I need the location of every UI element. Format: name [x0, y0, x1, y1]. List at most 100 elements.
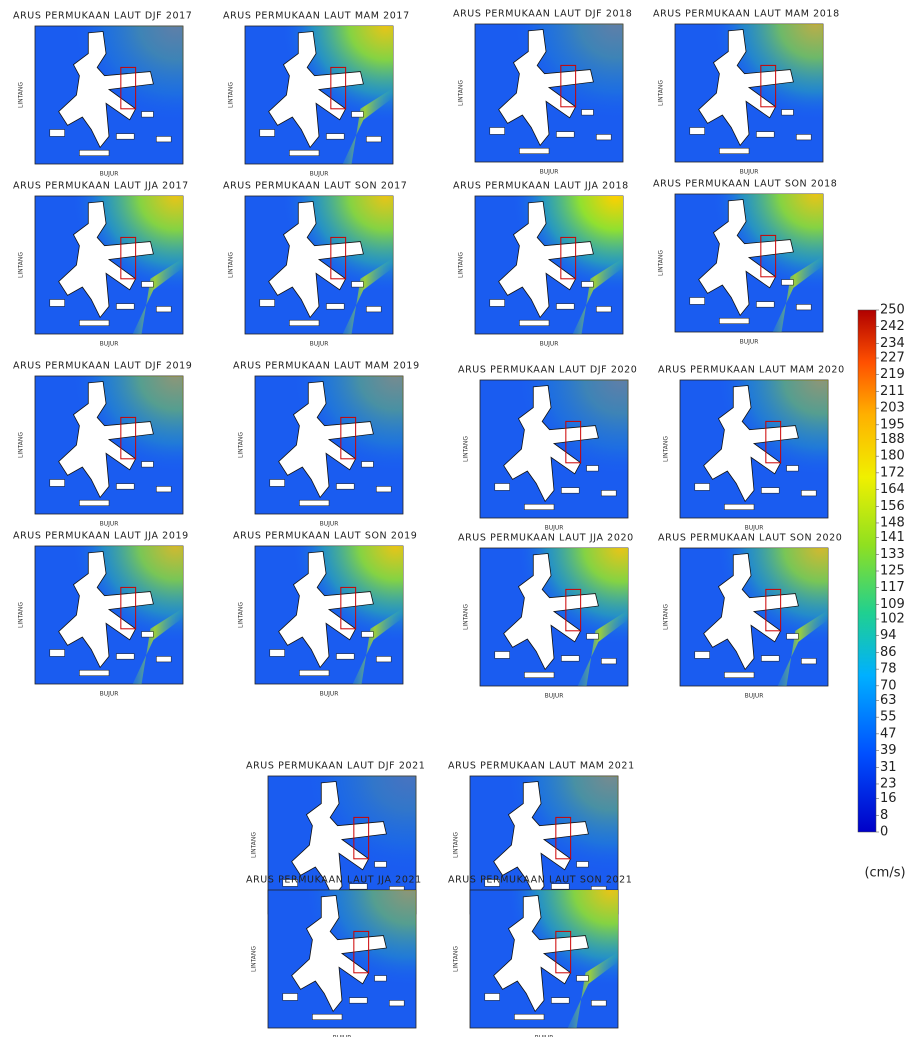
- y-axis-label: LINTANG: [463, 604, 470, 630]
- small-island: [761, 655, 780, 662]
- small-island: [494, 483, 510, 491]
- island: [278, 381, 374, 499]
- small-island: [141, 461, 154, 468]
- small-island: [761, 487, 780, 494]
- colorbar-label: 133: [880, 547, 905, 562]
- small-island: [586, 633, 599, 640]
- small-island: [781, 109, 794, 116]
- small-island: [756, 301, 775, 308]
- small-island: [524, 503, 555, 510]
- colorbar-label: 234: [880, 336, 905, 351]
- y-axis-label: LINTANG: [453, 946, 460, 972]
- panel-title: ARUS PERMUKAAN LAUT DJF 2018: [453, 9, 632, 20]
- small-island: [299, 499, 330, 506]
- colorbar-label: 86: [880, 645, 897, 660]
- x-axis-label: BUJUR: [745, 525, 764, 532]
- small-island: [489, 299, 505, 307]
- panel-title: ARUS PERMUKAAN LAUT SON 2021: [448, 875, 632, 886]
- map-panel: ARUS PERMUKAAN LAUT JJA 2019 LINTANG BUJUR: [13, 531, 189, 698]
- x-axis-label: BUJUR: [745, 693, 764, 700]
- island: [268, 201, 364, 319]
- x-axis-label: BUJUR: [100, 171, 119, 178]
- panel-title: ARUS PERMUKAAN LAUT JJA 2020: [458, 533, 634, 544]
- small-island: [289, 149, 320, 156]
- current-band: [766, 256, 823, 332]
- small-island: [576, 861, 589, 868]
- panel-title: ARUS PERMUKAAN LAUT SON 2018: [653, 179, 837, 190]
- study-area: [765, 588, 782, 632]
- small-island: [376, 486, 392, 493]
- study-area: [560, 64, 577, 108]
- small-island: [49, 129, 65, 137]
- y-axis-label: LINTANG: [463, 436, 470, 462]
- small-island: [374, 975, 387, 982]
- colorbar-label: 55: [880, 710, 897, 725]
- colorbar-label: 78: [880, 662, 897, 677]
- colorbar-label: 188: [880, 432, 905, 447]
- small-island: [351, 281, 364, 288]
- colorbar-label: 23: [880, 776, 897, 791]
- small-island: [351, 111, 364, 118]
- small-island: [269, 649, 285, 657]
- island: [291, 781, 387, 899]
- colorbar-label: 250: [880, 303, 905, 318]
- small-island: [349, 883, 368, 890]
- small-island: [689, 297, 705, 305]
- small-island: [156, 656, 172, 663]
- small-island: [724, 671, 755, 678]
- island: [58, 381, 154, 499]
- small-island: [581, 281, 594, 288]
- colorbar-label: 195: [880, 417, 905, 432]
- colorbar-label: 148: [880, 515, 905, 530]
- small-island: [312, 1013, 343, 1020]
- small-island: [374, 861, 387, 868]
- colorbar-label: 180: [880, 449, 905, 464]
- panel-title: ARUS PERMUKAAN LAUT DJF 2019: [13, 361, 192, 372]
- map-panel: ARUS PERMUKAAN LAUT DJF 2017 LINTANG BUJUR: [13, 11, 192, 178]
- small-island: [141, 631, 154, 638]
- island: [58, 31, 154, 149]
- colorbar-label: 63: [880, 693, 897, 708]
- panel-title: ARUS PERMUKAAN LAUT JJA 2019: [13, 531, 189, 542]
- small-island: [336, 653, 355, 660]
- small-island: [689, 127, 705, 135]
- small-island: [796, 304, 812, 311]
- small-island: [389, 1000, 405, 1007]
- y-axis-label: LINTANG: [663, 604, 670, 630]
- map-panel: ARUS PERMUKAAN LAUT JJA 2021LINTANGBUJUR: [246, 875, 421, 1041]
- small-island: [514, 1013, 545, 1020]
- small-island: [576, 975, 589, 982]
- small-island: [79, 319, 110, 326]
- small-island: [489, 127, 505, 135]
- panel-title: ARUS PERMUKAAN LAUT MAM 2021: [448, 761, 635, 772]
- panel-title: ARUS PERMUKAAN LAUT DJF 2020: [458, 365, 637, 376]
- panel-title: ARUS PERMUKAAN LAUT MAM 2019: [233, 361, 420, 372]
- small-island: [719, 317, 750, 324]
- x-axis-label: BUJUR: [540, 341, 559, 348]
- small-island: [79, 669, 110, 676]
- colorbar-label: 8: [880, 808, 888, 823]
- small-island: [596, 134, 612, 141]
- island: [291, 895, 387, 1013]
- panel-title: ARUS PERMUKAAN LAUT SON 2020: [658, 533, 842, 544]
- study-area: [330, 236, 347, 280]
- current-band: [336, 258, 393, 334]
- panel-title: ARUS PERMUKAAN LAUT DJF 2017: [13, 11, 192, 22]
- map-panel: ARUS PERMUKAAN LAUT SON 2017 LINTANG BUJUR: [223, 181, 407, 348]
- colorbar-label: 94: [880, 628, 897, 643]
- study-area: [555, 816, 572, 860]
- small-island: [326, 133, 345, 140]
- small-island: [781, 279, 794, 286]
- small-island: [361, 461, 374, 468]
- small-island: [556, 131, 575, 138]
- small-island: [601, 658, 617, 665]
- study-area: [765, 420, 782, 464]
- y-axis-label: LINTANG: [18, 432, 25, 458]
- colorbar-label: 109: [880, 597, 905, 612]
- small-island: [524, 671, 555, 678]
- small-island: [259, 299, 275, 307]
- map-panel: ARUS PERMUKAAN LAUT MAM 2017 LINTANG BUJUR: [223, 11, 409, 178]
- study-area: [565, 420, 582, 464]
- small-island: [141, 281, 154, 288]
- colorbar-label: 125: [880, 564, 905, 579]
